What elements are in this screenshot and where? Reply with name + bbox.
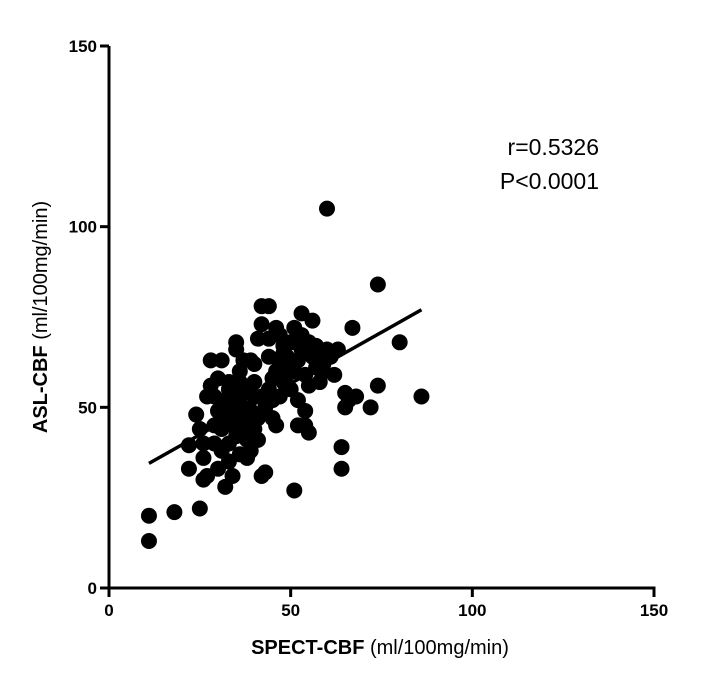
data-point [344,319,361,336]
data-point [260,330,277,347]
data-point [271,355,288,372]
data-point [206,388,223,405]
data-point [333,460,350,477]
data-point [413,388,430,405]
data-point [391,334,408,351]
data-point [253,316,270,333]
data-point [333,439,350,456]
data-point [220,374,237,391]
data-point [166,504,183,521]
data-point [326,366,343,383]
y-tick-label: 0 [88,579,97,598]
data-points [140,200,430,550]
correlation-annotation: r=0.5326 [508,134,599,160]
data-point [235,352,252,369]
x-tick-label: 50 [281,601,300,620]
data-point [300,377,317,394]
data-point [362,399,379,416]
data-point [369,276,386,293]
data-point [224,467,241,484]
data-point [260,298,277,315]
x-axis-title: SPECT-CBF (ml/100mg/min) [251,637,509,659]
data-point [191,500,208,517]
data-point [268,417,285,434]
data-point [348,388,365,405]
data-point [140,533,157,550]
x-tick-label: 0 [104,601,113,620]
y-axis-title-main: ASL-CBF [30,345,52,433]
y-tick-label: 150 [69,37,97,56]
data-point [188,406,205,423]
data-point [195,449,212,466]
data-point [369,377,386,394]
regression-layer [148,308,423,465]
data-point [140,507,157,524]
data-point [213,352,230,369]
data-point [246,374,263,391]
y-axis-title-unit: (ml/100mg/min) [30,201,52,345]
y-axis-title: ASL-CBF (ml/100mg/min) [30,201,52,433]
regression-line [148,308,423,465]
axes: 0 50 100 150 0 50 100 150 [69,37,669,620]
x-axis-title-unit: (ml/100mg/min) [364,637,508,659]
data-point [257,464,274,481]
y-tick-label: 50 [78,398,97,417]
x-tick-label: 100 [458,601,486,620]
p-value-annotation: P<0.0001 [500,168,599,194]
data-point [228,334,245,351]
y-tick-label: 100 [69,218,97,237]
data-point [300,424,317,441]
x-axis-title-main: SPECT-CBF [251,637,364,659]
data-point [304,312,321,329]
x-tick-label: 150 [640,601,668,620]
data-point [180,460,197,477]
data-point [297,402,314,419]
data-point [286,482,303,499]
data-point [249,431,266,448]
data-point [319,200,335,217]
